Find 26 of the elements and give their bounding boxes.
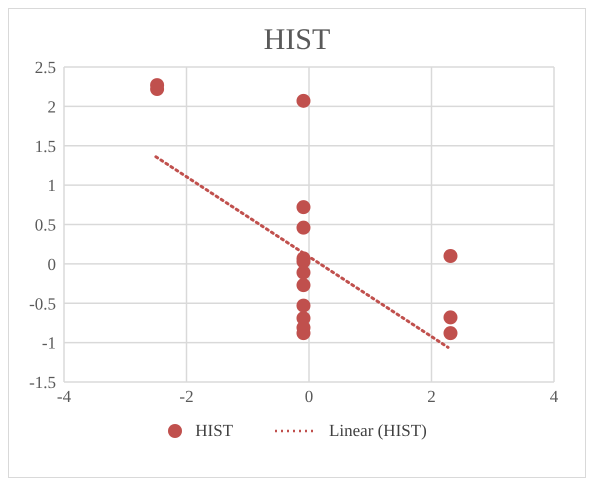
point — [296, 298, 310, 313]
point — [296, 220, 310, 235]
x-tick-label: -2 — [179, 387, 194, 406]
y-tick-label: 2.5 — [34, 58, 56, 78]
point — [296, 200, 310, 214]
legend-label: HIST — [195, 421, 234, 441]
x-tick-label: 0 — [304, 387, 314, 406]
y-tick-label: 1.5 — [34, 136, 56, 156]
y-tick-label: -0.5 — [29, 294, 56, 314]
point — [296, 94, 310, 108]
y-tick-label: 0 — [48, 254, 56, 274]
point — [443, 249, 458, 263]
y-tick-label: 0.5 — [34, 216, 56, 235]
y-tick-label: -1.5 — [29, 373, 56, 392]
point — [296, 278, 310, 292]
y-tick-label: -1 — [42, 334, 56, 353]
point — [443, 326, 458, 340]
y-tick-label: 2 — [48, 97, 56, 116]
point — [443, 310, 458, 324]
y-tick-label: 1 — [48, 176, 56, 196]
x-tick-label: 4 — [550, 387, 559, 406]
legend-label: Linear (HIST) — [329, 421, 427, 441]
point — [296, 266, 310, 280]
chart-title: HIST — [262, 23, 332, 57]
x-tick-label: -4 — [56, 387, 72, 406]
x-tick-label: 2 — [427, 387, 436, 406]
